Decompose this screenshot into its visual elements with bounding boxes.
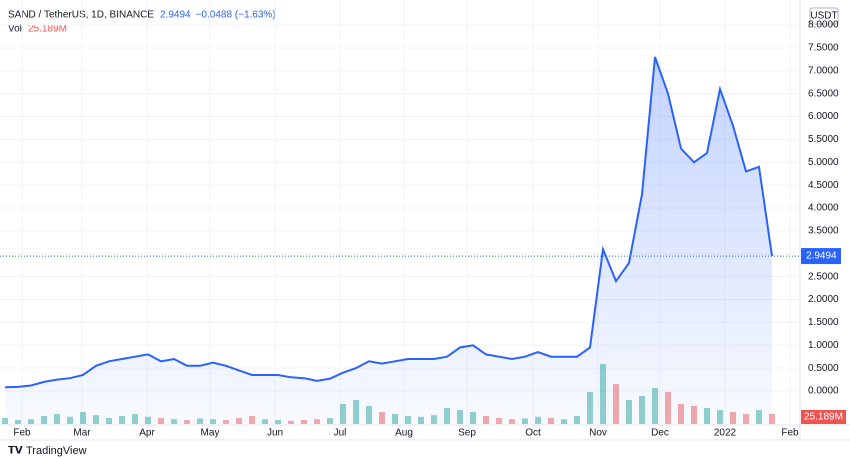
y-tick-label: 2.5000 [808, 271, 839, 282]
x-tick-label: Dec [651, 428, 669, 439]
x-tick-label: Aug [395, 428, 413, 439]
volume-badge [801, 410, 846, 424]
x-tick-label: May [201, 428, 220, 439]
y-tick-label: 3.5000 [808, 226, 839, 237]
y-tick-label: 5.0000 [808, 157, 839, 168]
y-tick-label: 5.5000 [808, 134, 839, 145]
y-tick-label: 0.5000 [808, 363, 839, 374]
header-price: 2.9494 [160, 10, 191, 21]
x-tick-label: Apr [139, 428, 155, 439]
symbol: SAND / TetherUS, 1D, BINANCE [8, 10, 154, 21]
price-line [4, 56, 773, 389]
x-tick-label: Mar [73, 428, 91, 439]
currency-box[interactable] [809, 7, 839, 25]
x-tick-label: Feb [781, 428, 799, 439]
y-tick-label: 6.0000 [808, 111, 839, 122]
x-tick-label: Oct [525, 428, 541, 439]
y-tick-label: 4.0000 [808, 203, 839, 214]
currency[interactable]: USDT [810, 11, 837, 22]
y-tick-label: 6.5000 [808, 88, 839, 99]
header-change: −0.0488 (−1.63%) [196, 10, 276, 21]
x-tick-label: 2022 [714, 428, 737, 439]
logo-mark: 𝗧𝗩 [8, 446, 23, 457]
header-volume: 25.189M [28, 24, 67, 35]
last-price-label: 2.9494 [806, 251, 837, 262]
x-tick-label: Nov [589, 428, 607, 439]
y-tick-label: 1.5000 [808, 317, 839, 328]
x-tick-label: Jun [267, 428, 283, 439]
y-tick-label: 8.0000 [808, 20, 839, 31]
x-tick-label: Jul [334, 428, 347, 439]
y-tick-label: 2.0000 [808, 294, 839, 305]
y-tick-label: 7.5000 [808, 43, 839, 54]
volume-badge-label: 25.189M [804, 412, 843, 423]
y-tick-label: 1.0000 [808, 340, 839, 351]
y-tick-label: 7.0000 [808, 65, 839, 76]
x-tick-label: Sep [458, 428, 476, 439]
brand: TradingView [26, 445, 87, 457]
last-price-badge [801, 248, 841, 265]
area-fill [5, 57, 772, 424]
y-tick-label: 0.0000 [808, 386, 839, 397]
x-tick-label: Feb [13, 428, 31, 439]
vol-title: Vol [8, 24, 22, 35]
y-tick-label: 4.5000 [808, 180, 839, 191]
